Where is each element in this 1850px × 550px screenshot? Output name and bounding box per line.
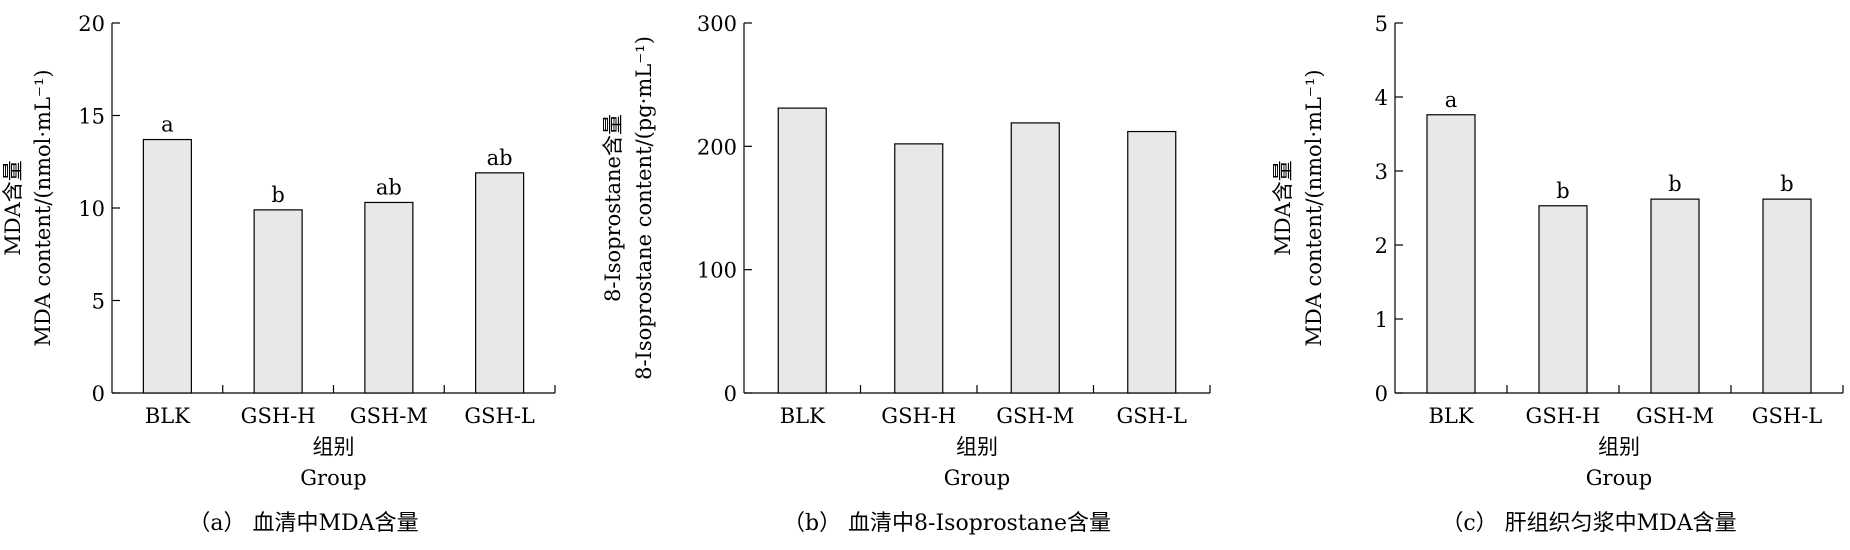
bar [364,201,414,394]
panel-c: 0 1 2 3 4 5 BLK a GSH-H b GSH-M b GSH-L b 组别 Group MDA含量… [1271,12,1844,536]
y-axis-title-cn: 8-Isoprostane含量 [601,114,625,302]
y-tick-label: 0 [92,382,105,406]
significance-label: b [271,183,284,207]
x-axis-title-en: Group [300,466,366,490]
x-axis-title-en: Group [1586,466,1652,490]
y-tick-label: 15 [78,105,105,129]
bar [777,107,827,394]
y-axis-title-en: MDA content/(nmol·mL⁻¹) [1302,69,1326,346]
bar [1762,198,1812,394]
y-tick-label: 0 [1375,382,1388,406]
bar [1650,198,1700,394]
y-tick-label: 0 [724,382,737,406]
y-tick-label: 300 [697,12,737,36]
x-tick-label: GSH-M [1636,404,1714,428]
panel-caption: （c） 肝组织匀浆中MDA含量 [1441,511,1736,536]
x-tick-label: GSH-L [464,404,535,428]
x-tick-label: GSH-H [1526,404,1601,428]
y-tick-label: 20 [78,12,105,36]
bar [1010,122,1060,394]
bar [475,172,525,394]
x-axis-title-en: Group [944,466,1010,490]
y-tick-label: 4 [1375,86,1388,110]
y-axis-title-cn: MDA含量 [1271,160,1295,256]
y-tick-label: 1 [1375,308,1388,332]
significance-label: b [1668,172,1681,196]
panel-caption: （b） 血清中8-Isoprostane含量 [783,511,1111,536]
panel-caption: （a） 血清中MDA含量 [188,511,418,536]
significance-label: b [1780,172,1793,196]
x-axis-title-cn: 组别 [313,435,355,459]
bar [253,209,303,394]
x-axis-title-cn: 组别 [956,435,998,459]
y-tick-label: 10 [78,197,105,221]
x-tick-label: GSH-M [350,404,428,428]
bar [142,138,192,394]
y-tick-label: 3 [1375,160,1388,184]
x-tick-label: GSH-L [1116,404,1187,428]
significance-label: a [1445,88,1458,112]
significance-label: ab [376,175,402,199]
bar [1127,130,1177,394]
panel-b: 0 100 200 300 BLK GSH-H GSH-M GSH-L 组别 Group 8-Iso… [601,12,1211,536]
y-tick-label: 200 [697,135,737,159]
bar [894,143,944,394]
y-tick-label: 100 [697,259,737,283]
x-tick-label: GSH-H [881,404,956,428]
y-axis-title-cn: MDA含量 [1,160,25,256]
y-tick-label: 5 [92,290,105,314]
y-tick-label: 5 [1375,12,1388,36]
x-tick-label: BLK [780,404,825,428]
x-axis-title-cn: 组别 [1598,435,1640,459]
x-tick-label: GSH-L [1752,404,1823,428]
y-axis-title-en: 8-Isoprostane content/(pg·mL⁻¹) [632,36,656,380]
x-tick-label: GSH-H [241,404,316,428]
significance-label: ab [487,146,513,170]
x-tick-label: BLK [1428,404,1473,428]
significance-label: b [1556,179,1569,203]
y-tick-label: 2 [1375,234,1388,258]
panel-a: 0 5 10 15 20 BLK a GSH-H b GSH-M ab GSH-L ab 组别 Group M… [1,12,556,536]
x-tick-label: GSH-M [996,404,1074,428]
significance-label: a [161,113,174,137]
x-tick-label: BLK [145,404,190,428]
y-axis-title-en: MDA content/(nmol·mL⁻¹) [31,69,55,346]
bar [1426,114,1476,394]
bar [1538,205,1588,394]
